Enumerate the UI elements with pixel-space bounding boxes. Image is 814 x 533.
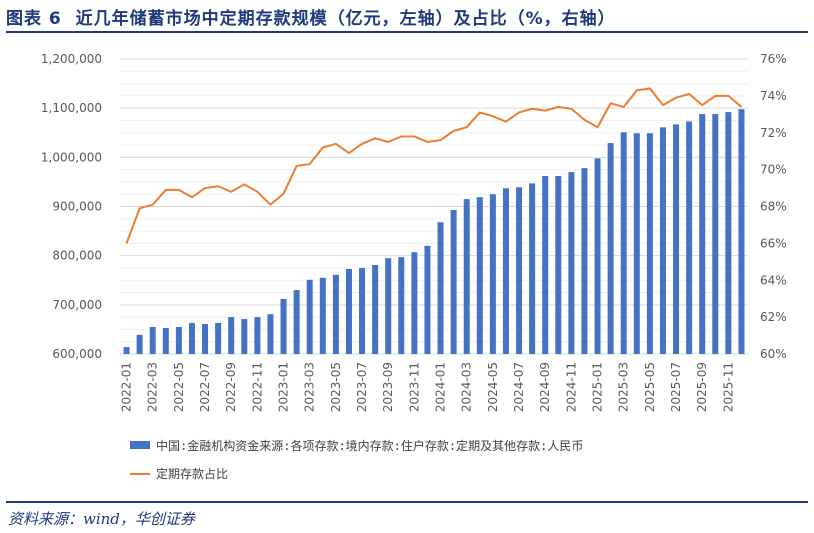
bar: [502, 188, 509, 354]
x-tick-label: 2025-05: [643, 362, 657, 412]
bar: [594, 158, 601, 354]
bar: [450, 209, 457, 354]
title-rule: [6, 31, 808, 33]
left-tick-label: 1,000,000: [41, 150, 102, 164]
ratio-line: [125, 87, 743, 244]
bar: [293, 290, 300, 354]
x-tick-label: 2023-01: [277, 362, 291, 412]
bar: [188, 323, 195, 354]
x-tick-label: 2025-07: [669, 362, 683, 412]
bar: [673, 124, 680, 355]
bar: [228, 317, 235, 354]
left-tick-label: 600,000: [52, 347, 102, 361]
bar: [529, 183, 536, 354]
bar: [332, 274, 339, 354]
x-tick-label: 2024-01: [434, 362, 448, 412]
bar: [345, 268, 352, 354]
bar: [620, 132, 627, 354]
legend-bar-swatch: [130, 441, 150, 449]
bar: [175, 326, 182, 354]
bar: [254, 317, 261, 354]
bar: [385, 258, 392, 354]
legend-bar-label: 中国:金融机构资金来源:各项存款:境内存款:住户存款:定期及其他存款:人民币: [156, 438, 583, 453]
bar: [463, 199, 470, 354]
x-tick-label: 2023-07: [355, 362, 369, 412]
source-rule: [6, 501, 808, 503]
bar: [123, 347, 130, 354]
x-tick-label: 2022-11: [250, 362, 264, 412]
bar: [607, 143, 614, 354]
legend-line-label: 定期存款占比: [156, 466, 228, 481]
x-tick-label: 2023-09: [381, 362, 395, 412]
bar: [280, 298, 287, 354]
x-tick-label: 2024-09: [538, 362, 552, 412]
bar: [659, 127, 666, 354]
x-tick-label: 2022-03: [146, 362, 160, 412]
bar: [646, 133, 653, 354]
chart: 600,000 700,000 800,000 900,000 1,000,000 1,1…: [41, 52, 787, 481]
x-tick-label: 2025-03: [617, 362, 631, 412]
x-tick-label: 2024-11: [564, 362, 578, 412]
bar: [516, 187, 523, 354]
bar: [555, 176, 562, 354]
right-tick-label: 72%: [760, 126, 787, 140]
bar: [712, 114, 719, 354]
bar: [725, 112, 732, 354]
x-tick-label: 2025-01: [591, 362, 605, 412]
x-tick-label: 2022-05: [172, 362, 186, 412]
bar: [476, 197, 483, 354]
x-tick-label: 2022-07: [198, 362, 212, 412]
bar: [738, 109, 745, 355]
left-tick-label: 1,200,000: [41, 52, 102, 66]
bar: [162, 327, 169, 354]
bar: [411, 252, 418, 354]
bar: [306, 279, 313, 354]
right-tick-label: 60%: [760, 347, 787, 361]
x-tick-label: 2024-07: [512, 362, 526, 412]
bar: [424, 245, 431, 354]
left-tick-label: 900,000: [52, 200, 102, 214]
x-tick-label: 2023-03: [303, 362, 317, 412]
x-tick-label: 2023-11: [407, 362, 421, 412]
bar: [568, 172, 575, 354]
right-tick-label: 70%: [760, 163, 787, 177]
bar: [202, 324, 209, 354]
x-tick-label: 2025-09: [695, 362, 709, 412]
bar: [136, 334, 143, 354]
right-tick-label: 66%: [760, 236, 787, 250]
right-tick-label: 74%: [760, 89, 787, 103]
bar: [372, 265, 379, 354]
x-tick-label: 2025-11: [721, 362, 735, 412]
bar: [267, 314, 274, 354]
source-note: 资料来源：wind，华创证券: [8, 510, 195, 528]
bar: [319, 277, 326, 354]
bar: [581, 168, 588, 354]
x-tick-label: 2022-01: [120, 362, 134, 412]
left-tick-label: 800,000: [52, 249, 102, 263]
bar: [633, 133, 640, 354]
x-tick-label: 2022-09: [224, 362, 238, 412]
right-tick-label: 68%: [760, 200, 787, 214]
x-tick-label: 2024-03: [460, 362, 474, 412]
bar: [542, 176, 549, 354]
left-tick-label: 1,100,000: [41, 101, 102, 115]
x-tick-label: 2024-05: [486, 362, 500, 412]
right-tick-label: 64%: [760, 273, 787, 287]
bar: [149, 326, 156, 354]
figure-title: 图表 6 近几年储蓄市场中定期存款规模（亿元，左轴）及占比（%，右轴）: [6, 9, 616, 29]
right-tick-label: 76%: [760, 52, 787, 66]
bar: [699, 114, 706, 354]
right-tick-label: 62%: [760, 310, 787, 324]
bar: [489, 194, 496, 354]
bar: [359, 267, 366, 354]
bar: [241, 319, 248, 354]
bar: [686, 121, 693, 354]
x-tick-label: 2023-05: [329, 362, 343, 412]
bar: [437, 222, 444, 354]
bar: [215, 323, 222, 354]
left-tick-label: 700,000: [52, 298, 102, 312]
bar: [398, 257, 405, 354]
